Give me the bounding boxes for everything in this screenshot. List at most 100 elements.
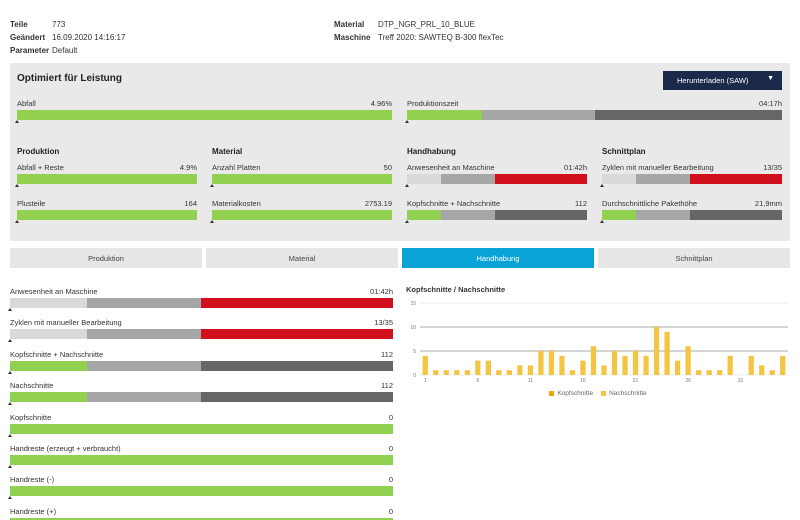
download-label: Herunterladen (SAW) [677, 76, 749, 85]
material-value: DTP_NGR_PRL_10_BLUE [378, 20, 475, 29]
list-item: Nachschnitte 112 [8, 381, 393, 412]
metric-label: Plusteile [17, 199, 46, 208]
y-tick-label: 5 [413, 349, 416, 355]
teile-value: 773 [52, 20, 66, 29]
bar-segment [86, 392, 202, 403]
legend-label: Nachschnitte [609, 390, 647, 397]
x-tick-label: 1 [424, 378, 427, 384]
bar [632, 351, 639, 375]
bar [674, 360, 681, 375]
metric-value: 13/35 [763, 163, 782, 172]
legend-entry: Nachschnitte [601, 390, 647, 397]
bar-segment [17, 174, 197, 184]
bar [590, 346, 597, 375]
metric-bar [17, 174, 197, 184]
bar-segment [602, 174, 637, 184]
marker-icon [8, 433, 12, 437]
bar-segment [10, 392, 87, 403]
metric-bar [212, 210, 392, 220]
bar-segment [201, 329, 393, 340]
metric-label: Anzahl Platten [212, 163, 261, 172]
marker-icon [600, 184, 604, 187]
bar-segment [10, 298, 87, 308]
metric-plusteile: Plusteile 164 [15, 199, 197, 224]
y-tick-label: 10 [410, 325, 416, 331]
section-title-material: Material [212, 147, 243, 156]
bar [433, 370, 439, 375]
bar-segment [482, 110, 595, 120]
tab-produktion[interactable]: Produktion [10, 248, 202, 268]
x-tick-label: 6 [476, 378, 479, 384]
metric-abfall-reste: Abfall + Reste 4.9% [15, 163, 197, 188]
tab-schnittplan[interactable]: Schnittplan [598, 248, 790, 268]
bar-segment [10, 360, 87, 371]
marker-icon [8, 339, 12, 343]
tab-material[interactable]: Material [206, 248, 398, 268]
list-item-value: 0 [388, 475, 393, 485]
metric-bar [17, 210, 197, 220]
geaendert-label: Geändert [10, 33, 46, 42]
list-item-bar [10, 360, 393, 371]
bar-segment [10, 423, 393, 434]
list-item-value: 0 [388, 506, 393, 516]
bar [559, 355, 565, 375]
y-tick-label: 0 [413, 373, 416, 379]
list-item-bar [10, 392, 393, 403]
list-item-label: Handreste (erzeugt + verbraucht) [10, 443, 121, 453]
bar-segment [594, 110, 782, 120]
list-item-bar [10, 486, 393, 497]
bar [769, 370, 775, 375]
bar [601, 365, 607, 375]
job-meta: Teile 773 Geändert 16.09.2020 14:16:17 Par… [10, 18, 125, 57]
bar-segment [690, 210, 782, 220]
section-title-handhabung: Handhabung [407, 147, 456, 156]
list-item: Kopfschnitte 0 [8, 412, 393, 444]
kopf-nachschnitte-chart: Kopfschnitte / Nachschnitte 15 10 5 0 1 6 11 16… [406, 285, 790, 405]
marker-icon [15, 184, 19, 187]
list-item-bar [10, 517, 393, 520]
marker-icon [8, 464, 12, 468]
metric-anzahl-platten: Anzahl Platten 50 [210, 163, 392, 188]
list-item: Anwesenheit an Maschine 01:42h [8, 287, 393, 318]
bar-segment [10, 517, 393, 520]
bar [485, 360, 491, 375]
metric-zyklen: Zyklen mit manueller Bearbeitung 13/35 [600, 163, 782, 188]
list-item-value: 0 [388, 443, 393, 453]
legend-entry: Kopfschnitte [549, 390, 593, 397]
marker-icon [15, 220, 19, 223]
bar-segment [212, 210, 392, 220]
detail-list: Anwesenheit an Maschine 01:42h Zyklen mit … [8, 287, 393, 520]
metric-bar [17, 110, 392, 120]
bar [454, 370, 460, 375]
panel-title: Optimiert für Leistung [17, 73, 122, 84]
list-item-value: 01:42h [370, 287, 393, 296]
list-item-label: Kopfschnitte [10, 412, 52, 422]
metric-label: Zyklen mit manueller Bearbeitung [602, 163, 714, 172]
metric-kopf-nachschnitte: Kopfschnitte + Nachschnitte 112 [405, 199, 587, 224]
list-item-value: 0 [388, 412, 393, 422]
x-tick-label: 31 [738, 378, 744, 384]
material-label: Material [334, 20, 365, 29]
list-item-bar [10, 423, 393, 434]
metric-value: 50 [383, 163, 392, 172]
list-item-label: Handreste (-) [10, 475, 55, 485]
bar [622, 355, 628, 375]
maschine-label: Maschine [334, 33, 371, 42]
metric-label: Kopfschnitte + Nachschnitte [407, 199, 501, 208]
marker-icon [8, 308, 12, 311]
bar [717, 370, 723, 375]
metric-bar [407, 210, 587, 220]
metric-label: Produktionszeit [407, 99, 459, 108]
download-button[interactable]: Herunterladen (SAW) ▼ [663, 71, 782, 90]
metric-value: 164 [184, 199, 197, 208]
bar [527, 365, 534, 375]
geaendert-value: 16.09.2020 14:16:17 [52, 33, 126, 42]
bar [759, 365, 765, 375]
metric-produktionszeit: Produktionszeit 04:17h [405, 99, 782, 124]
bar-segment [495, 174, 587, 184]
list-item-label: Nachschnitte [10, 381, 54, 391]
marker-icon [210, 184, 214, 187]
bar [780, 355, 786, 375]
tab-handhabung[interactable]: Handhabung [402, 248, 594, 268]
